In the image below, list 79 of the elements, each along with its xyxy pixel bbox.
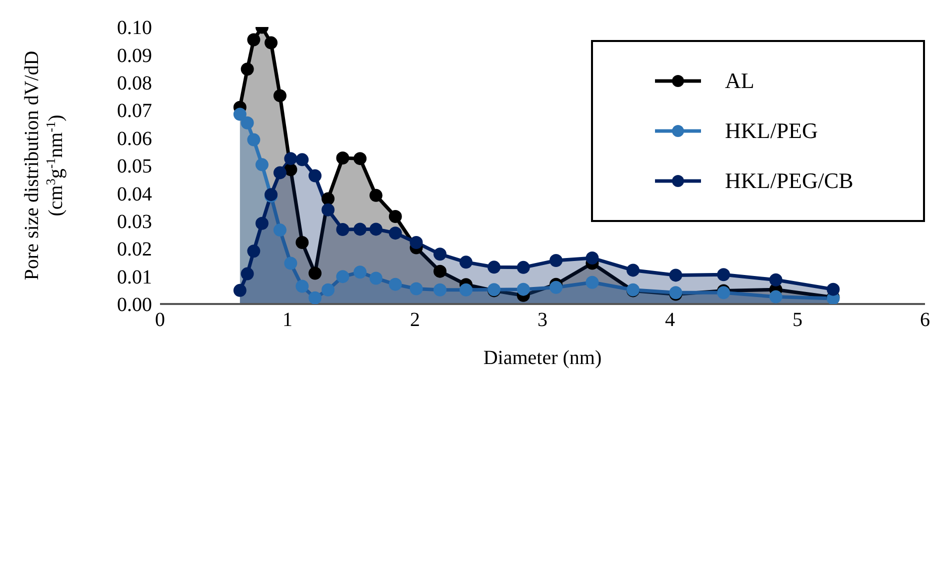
point [354,152,367,166]
x-tick-label: 5 [792,309,802,332]
point [433,248,446,261]
point [256,158,268,172]
y-tick-label: 0.00 [117,294,152,316]
point [322,192,335,206]
point [247,244,260,258]
point [273,224,286,237]
y-tick-label: 0.10 [117,17,152,40]
point [273,166,286,180]
y-tick-label: 0.01 [117,266,152,288]
point [369,188,382,202]
point [769,290,782,304]
y-tick-label: 0.06 [117,128,152,150]
point [233,284,246,297]
point [369,272,382,285]
point [460,256,472,269]
point [516,260,530,274]
legend-label: AL [725,68,754,94]
point [336,152,350,165]
x-tick-label: 6 [920,309,930,332]
y-tick-label: 0.04 [117,183,152,206]
point [284,152,298,166]
point [354,222,367,236]
point [264,36,278,50]
point [240,116,254,130]
legend-label: HKL/PEG/CB [725,168,854,194]
point [308,291,322,304]
point [460,283,472,296]
x-tick-label: 0 [155,309,165,332]
point [626,264,640,277]
y-tick-label: 0.09 [117,44,152,67]
point [488,260,501,274]
point [717,268,730,282]
point [308,169,322,182]
x-tick-label: 1 [282,309,292,332]
point [550,280,563,294]
point [322,203,335,216]
point [273,89,286,102]
x-axis-title: Diameter (nm) [483,347,602,369]
y-tick-label: 0.03 [117,211,152,233]
legend-label: HKL/PEG [725,118,818,144]
point [410,236,423,250]
y-tick-label: 0.07 [117,100,152,122]
point [586,252,599,265]
point [308,266,322,280]
point [433,283,446,296]
x-tick-label: 3 [538,309,548,332]
point [388,278,402,291]
point [410,282,423,296]
point [336,222,350,236]
point [247,133,260,146]
x-tick-label: 4 [665,309,675,332]
point [247,33,260,46]
point [586,276,599,289]
point [256,216,268,230]
y-tick-label: 0.08 [117,72,152,94]
point [516,282,530,296]
point [769,273,782,286]
point [296,280,309,293]
point [826,282,840,296]
y-tick-label: 0.05 [117,156,152,178]
point [354,266,367,279]
point [336,270,350,284]
point [296,153,309,166]
point [296,236,309,250]
point [433,264,446,278]
x-tick-label: 2 [410,309,420,332]
point [233,108,246,121]
point [284,256,298,270]
point [388,210,402,223]
point [240,267,254,280]
point [388,226,402,240]
point [240,62,254,76]
point [322,283,335,296]
point [669,268,682,282]
y-tick-label: 0.02 [117,238,152,261]
point [369,222,382,236]
point [550,254,563,268]
